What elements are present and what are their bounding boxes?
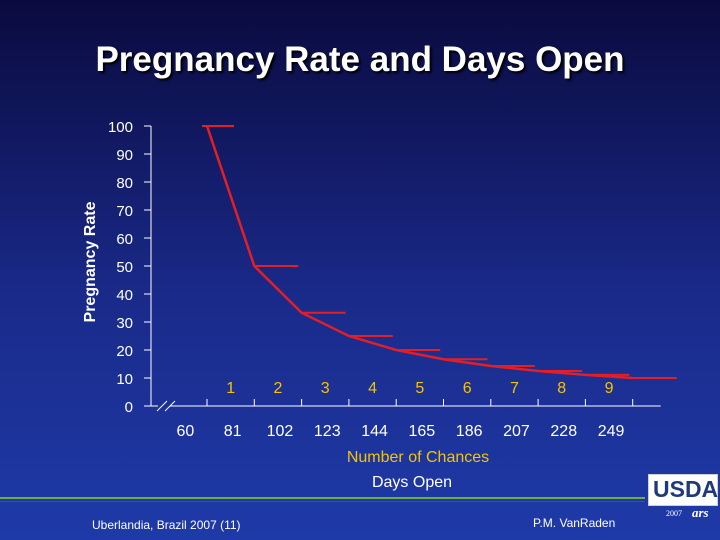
y-tick-label: 0 xyxy=(125,399,133,416)
footer-divider-shadow xyxy=(0,501,645,502)
footer-divider xyxy=(0,497,645,499)
y-tick-label: 90 xyxy=(116,147,133,164)
usda-logo-year: 2007 xyxy=(666,509,682,518)
footer-author: P.M. VanRaden xyxy=(533,516,616,530)
chance-label: 7 xyxy=(510,380,519,397)
page-title: Pregnancy Rate and Days Open xyxy=(95,40,625,79)
x-tick-label: 207 xyxy=(503,423,530,440)
chance-label: 9 xyxy=(605,380,614,397)
x-tick-label: 186 xyxy=(456,423,483,440)
usda-logo-text: USDA xyxy=(653,476,719,502)
x-tick-label: 144 xyxy=(361,423,388,440)
chance-label: 8 xyxy=(557,380,566,397)
y-tick-label: 10 xyxy=(116,371,133,388)
y-tick-label: 100 xyxy=(108,119,133,136)
y-tick-label: 50 xyxy=(116,259,133,276)
x-tick-label: 81 xyxy=(224,423,242,440)
y-tick-label: 70 xyxy=(116,203,133,220)
axis-break-mark xyxy=(164,400,176,412)
x-tick-label: 123 xyxy=(314,423,341,440)
usda-logo: USDA 2007 ars xyxy=(648,474,718,528)
ars-logo-mark: ars xyxy=(692,505,709,520)
axis-break-mark xyxy=(156,400,168,412)
y-tick-label: 60 xyxy=(116,231,133,248)
x-axis-title: Days Open xyxy=(372,474,452,491)
y-tick-label: 80 xyxy=(116,175,133,192)
y-tick-label: 40 xyxy=(116,287,133,304)
x-tick-label: 165 xyxy=(408,423,435,440)
series-line xyxy=(205,125,633,380)
chance-label: 5 xyxy=(415,380,424,397)
usda-logo-box: USDA xyxy=(648,474,718,506)
x-tick-label: 228 xyxy=(550,423,577,440)
chance-label: 1 xyxy=(226,380,235,397)
x-tick-label: 102 xyxy=(267,423,294,440)
x-tick-label: 60 xyxy=(176,423,194,440)
chance-label: 6 xyxy=(463,380,472,397)
chance-label: 3 xyxy=(321,380,330,397)
chances-axis-title: Number of Chances xyxy=(347,449,489,466)
chance-label: 4 xyxy=(368,380,377,397)
y-axis-title: Pregnancy Rate xyxy=(82,201,99,322)
y-tick-label: 20 xyxy=(116,343,133,360)
chance-label: 2 xyxy=(273,380,282,397)
y-tick-label: 30 xyxy=(116,315,133,332)
x-tick-label: 249 xyxy=(598,423,625,440)
footer-location: Uberlandia, Brazil 2007 (11) xyxy=(92,518,241,532)
